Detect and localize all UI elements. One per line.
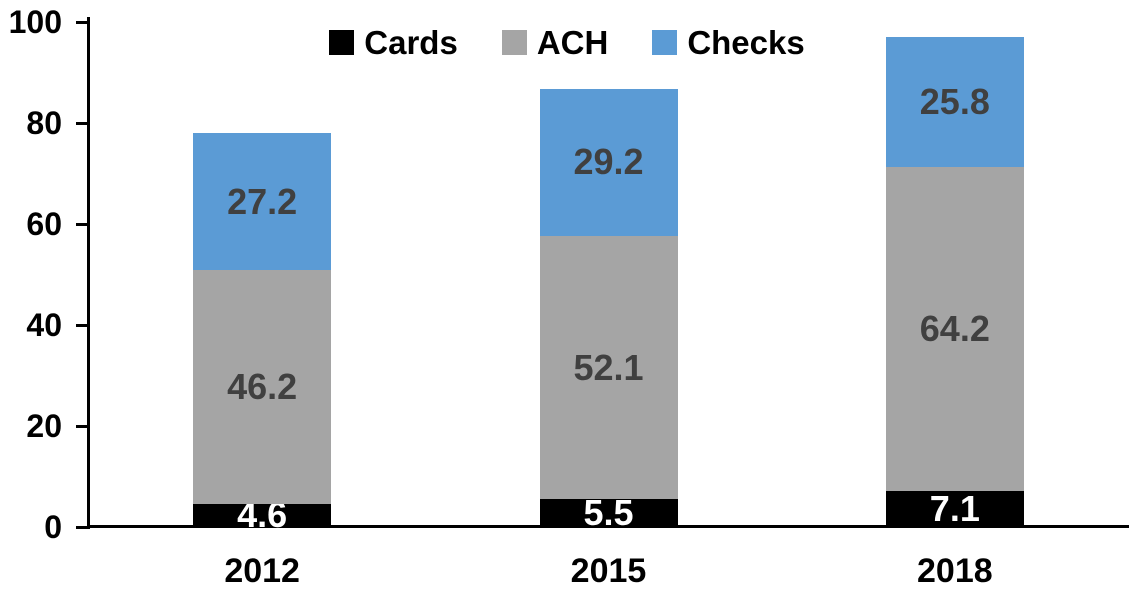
y-tick-mark — [76, 424, 90, 428]
bar-segment-checks-2015: 29.2 — [539, 88, 678, 237]
legend-swatch-cards — [329, 30, 355, 55]
bar-segment-cards-2012: 4.6 — [193, 497, 332, 533]
x-axis-label-2018: 2018 — [917, 552, 993, 590]
legend-swatch-ach — [501, 30, 527, 55]
bar-segment-cards-2018: 7.1 — [885, 488, 1024, 530]
bar-segment-checks-2018: 25.8 — [885, 36, 1024, 167]
y-tick-label: 80 — [26, 105, 62, 141]
x-axis-label-2012: 2012 — [224, 552, 300, 590]
y-tick-mark — [76, 323, 90, 327]
bar-value-label: 29.2 — [573, 141, 644, 183]
y-axis-line — [87, 17, 90, 528]
y-tick-label: 100 — [8, 4, 62, 40]
bar-value-label: 25.8 — [919, 80, 990, 122]
legend-label: Checks — [687, 24, 805, 61]
bar-value-label: 46.2 — [227, 366, 298, 408]
y-tick-label: 20 — [26, 408, 62, 444]
y-tick-label: 40 — [26, 307, 62, 343]
bar-value-label: 7.1 — [929, 488, 980, 530]
legend-label: Cards — [364, 24, 458, 61]
bar-value-label: 5.5 — [583, 492, 634, 534]
legend-swatch-checks — [652, 30, 678, 55]
legend-item-checks: Checks — [652, 24, 805, 61]
bar-value-label: 27.2 — [227, 180, 298, 222]
y-tick-mark — [76, 121, 90, 125]
y-tick-label: 0 — [44, 509, 62, 545]
bar-segment-checks-2012: 27.2 — [193, 133, 332, 271]
bar-segment-ach-2015: 52.1 — [539, 236, 678, 500]
y-tick-mark — [76, 222, 90, 226]
legend-label: ACH — [536, 24, 609, 61]
bar-segment-ach-2012: 46.2 — [193, 270, 332, 504]
legend-item-ach: ACH — [501, 24, 609, 61]
bar-segment-cards-2015: 5.5 — [539, 495, 678, 531]
legend-item-cards: Cards — [329, 26, 458, 59]
y-tick-mark — [76, 525, 90, 529]
bar-value-label: 64.2 — [919, 308, 990, 350]
y-tick-label: 60 — [26, 206, 62, 242]
x-axis-label-2015: 2015 — [570, 552, 647, 590]
bar-value-label: 52.1 — [573, 346, 644, 388]
bar-segment-ach-2018: 64.2 — [885, 166, 1024, 492]
y-tick-mark — [76, 20, 90, 24]
